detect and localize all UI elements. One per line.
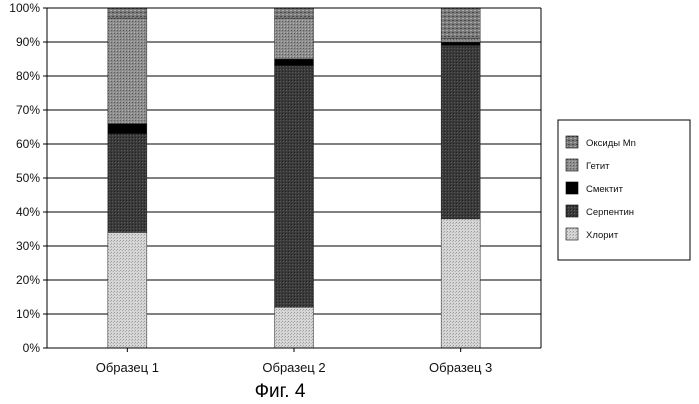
y-axis: 0% 10% 20% 30% 40% 50% 60% 70% 80% 90% 100% [9,1,47,355]
y-tick-label: 30% [16,239,40,253]
x-tick-label: Образец 3 [429,360,492,375]
bar-segment [108,18,147,123]
legend-label: Гетит [586,161,610,172]
y-tick-label: 0% [23,341,41,355]
y-tick-label: 100% [9,1,40,15]
bar-segment [275,8,314,18]
bar-segment [108,134,147,233]
y-tick-label: 70% [16,103,40,117]
bar-segment [441,8,480,39]
bar-segment [275,18,314,59]
y-tick-label: 60% [16,137,40,151]
bar-segment [441,39,480,42]
bar-segment [275,307,314,348]
legend-swatch [566,182,578,194]
y-tick-label: 90% [16,35,40,49]
x-tick-label: Образец 1 [96,360,159,375]
bar-segment [441,42,480,45]
bar-segment [108,232,147,348]
legend-swatch [566,136,578,148]
legend-swatch [566,228,578,240]
legend-label: Оксиды Mn [586,138,636,149]
bar-segment [275,66,314,307]
stacked-bar-chart: 0% 10% 20% 30% 40% 50% 60% 70% 80% 90% 100% Образе… [0,0,699,380]
figure-caption: Фиг. 4 [0,381,560,403]
legend-label: Смектит [586,184,624,195]
y-tick-label: 40% [16,205,40,219]
y-tick-label: 80% [16,69,40,83]
y-tick-label: 50% [16,171,40,185]
legend-label: Хлорит [586,230,619,241]
bar-segment [441,45,480,218]
legend-swatch [566,159,578,171]
legend-swatch [566,205,578,217]
y-tick-label: 20% [16,273,40,287]
legend: Оксиды Mn Гетит Смектит Серпентин Хлорит [558,120,690,260]
legend-label: Серпентин [586,207,634,218]
bar-segment [108,124,147,134]
x-tick-label: Образец 2 [262,360,325,375]
bar-segment [108,8,147,18]
bar-segment [275,59,314,66]
bar-segment [441,219,480,348]
y-tick-label: 10% [16,307,40,321]
